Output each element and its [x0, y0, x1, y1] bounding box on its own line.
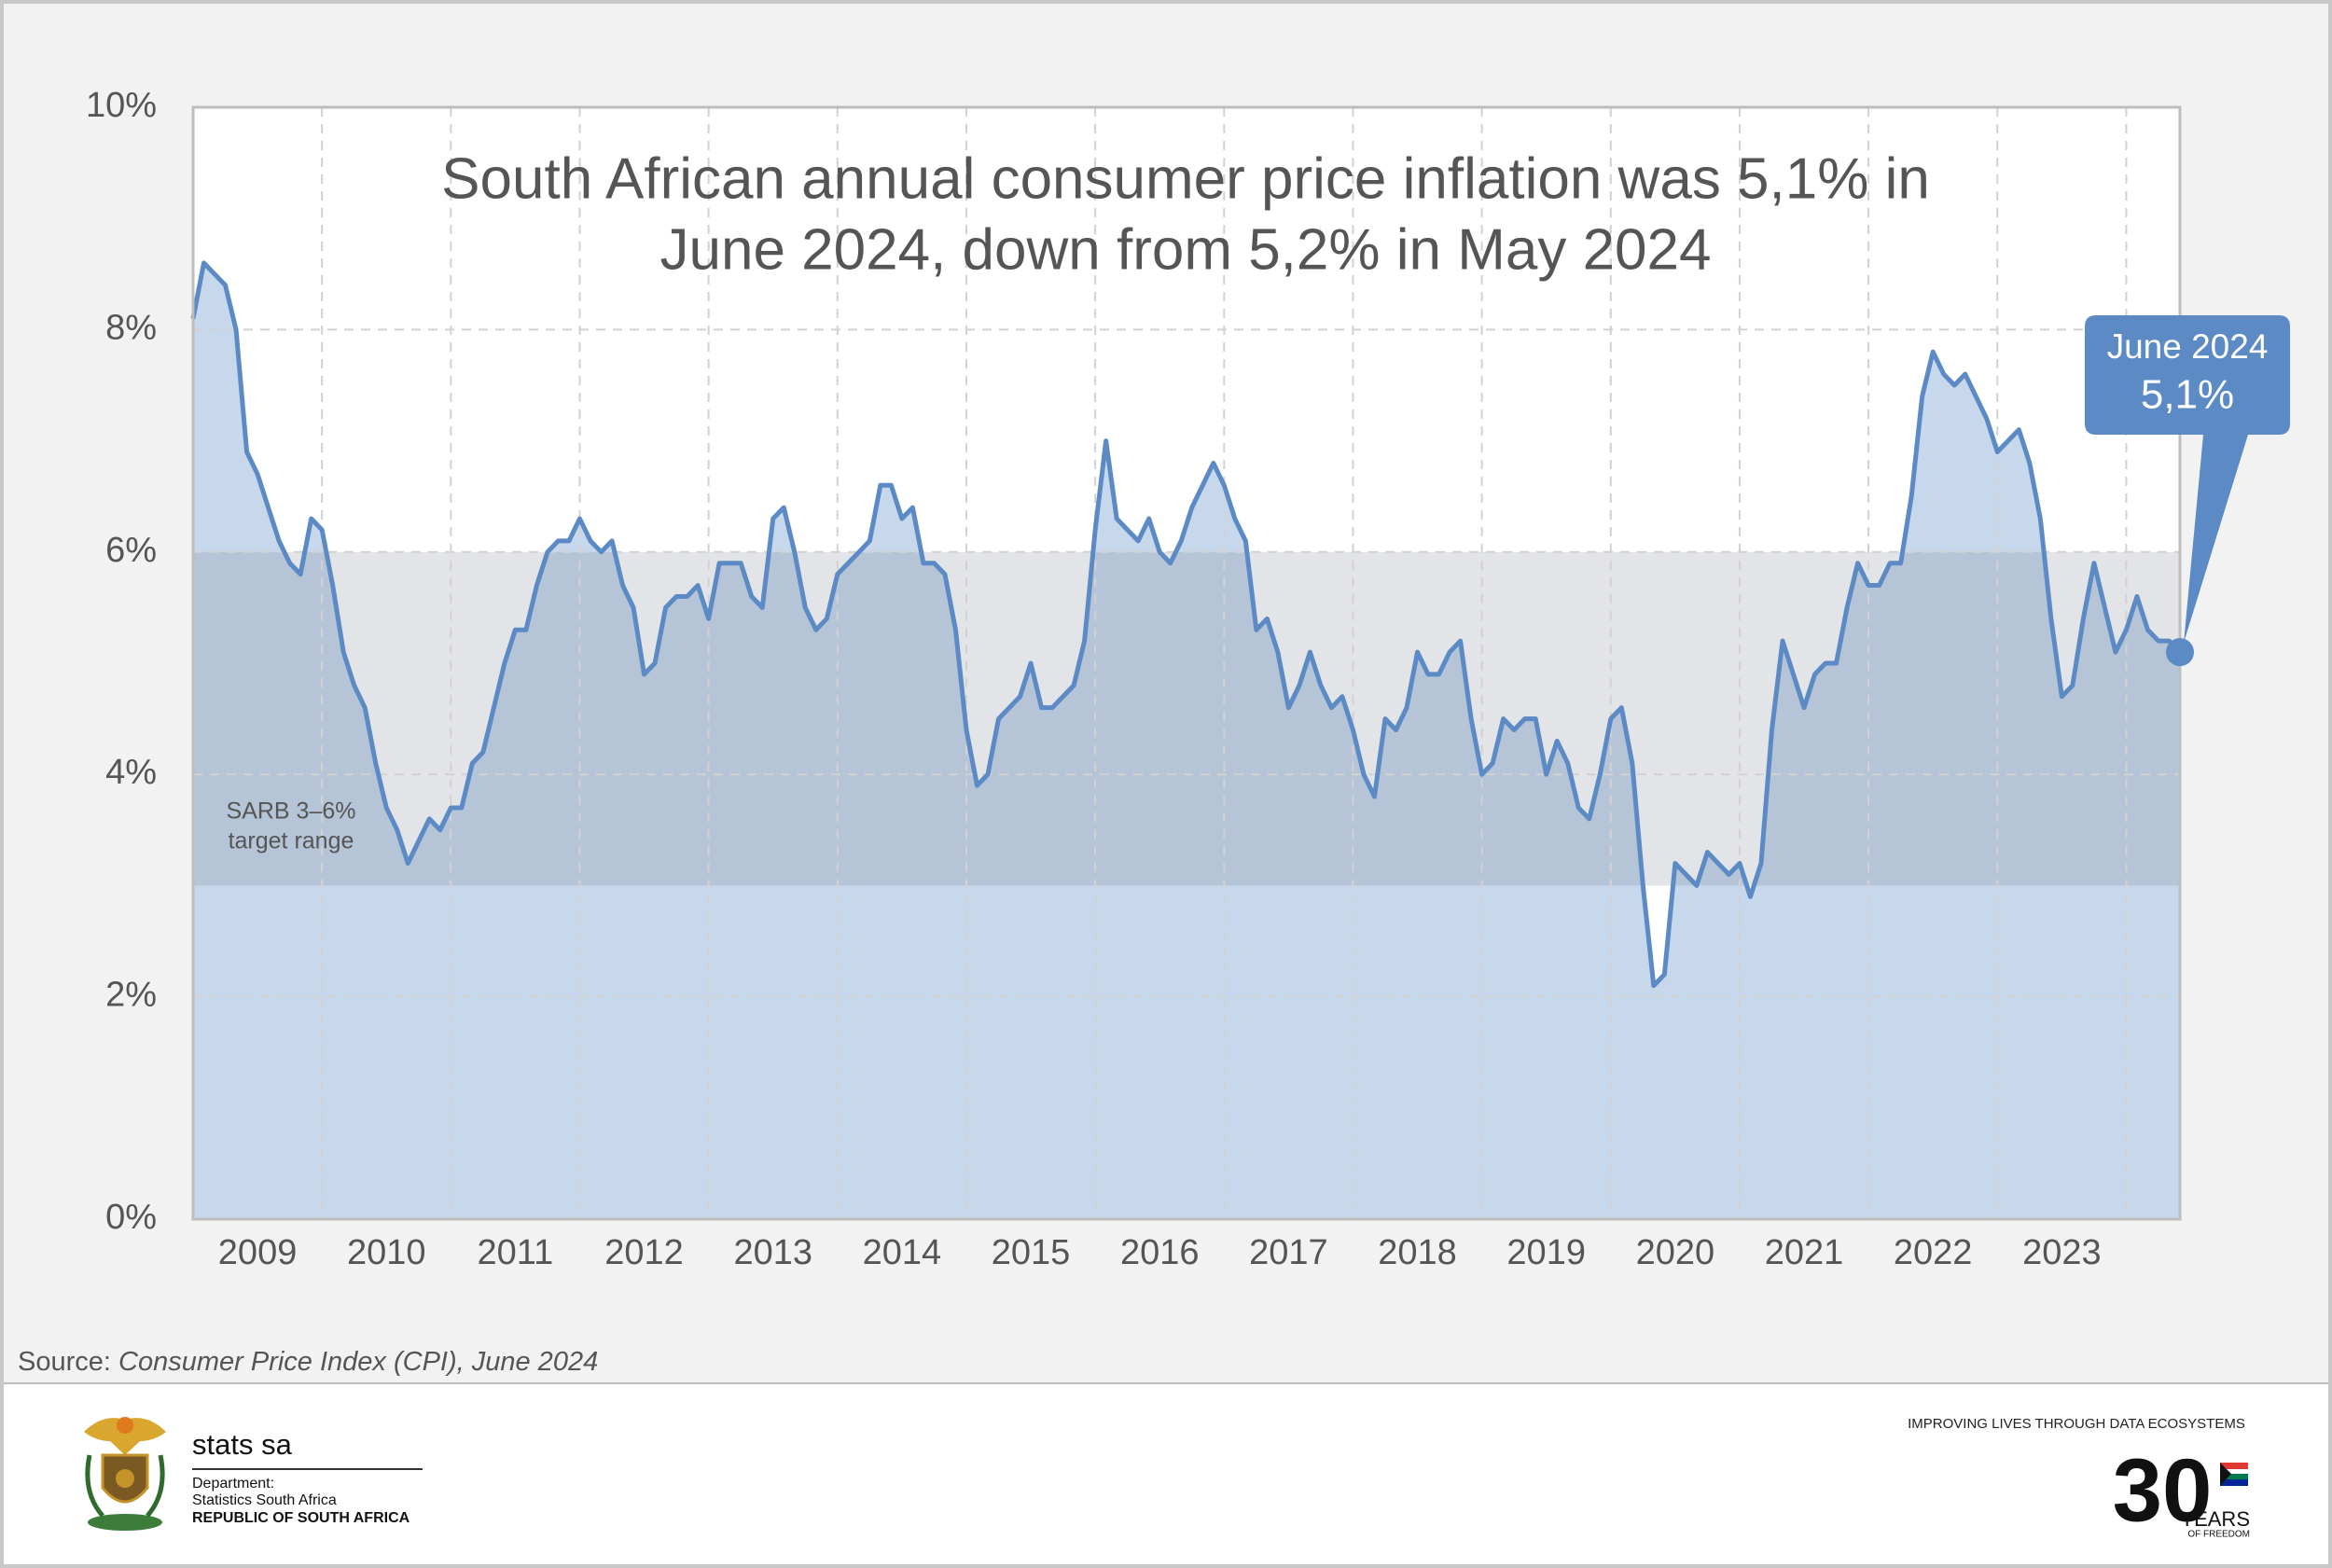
x-tick-label: 2022: [1894, 1233, 1973, 1272]
chart-title: South African annual consumer price infl…: [441, 146, 1930, 211]
org-name: stats sa: [192, 1428, 293, 1461]
chart-title: June 2024, down from 5,2% in May 2024: [659, 217, 1711, 282]
coat-of-arms: [84, 1417, 166, 1531]
callout-box: [2085, 315, 2290, 644]
department-label: Department:: [192, 1476, 274, 1492]
source-prefix: Source:: [18, 1347, 111, 1377]
country-name: REPUBLIC OF SOUTH AFRICA: [192, 1510, 410, 1526]
x-tick-label: 2014: [863, 1233, 942, 1272]
x-tick-label: 2015: [992, 1233, 1071, 1272]
department-name: Statistics South Africa: [192, 1492, 337, 1508]
line: [190, 260, 2182, 989]
source-text: Consumer Price Index (CPI), June 2024: [118, 1347, 598, 1377]
callout-value: 5,1%: [2141, 372, 2234, 418]
y-tick-label: 8%: [105, 308, 157, 347]
plot-area: 0% 2% 4% 6% 8% 10% 2009 2010 2011 2012 2013 2014 201…: [86, 86, 2290, 1272]
x-tick-label: 2013: [733, 1233, 812, 1272]
y-tick-label: 4%: [105, 753, 157, 792]
anniversary-number: 30: [2113, 1440, 2213, 1540]
y-tick-label: 2%: [105, 976, 157, 1015]
last-point: [2166, 638, 2194, 667]
x-tick-label: 2016: [1120, 1233, 1200, 1272]
x-tick-label: 2021: [1765, 1233, 1844, 1272]
y-tick-label: 10%: [86, 86, 157, 125]
band-label: SARB 3–6%: [227, 798, 356, 825]
y-tick-label: 6%: [105, 531, 157, 570]
y-tick-label: 0%: [105, 1198, 157, 1237]
x-tick-label: 2023: [2022, 1233, 2102, 1272]
x-tick-label: 2012: [604, 1233, 684, 1272]
slogan: IMPROVING LIVES THROUGH DATA ECOSYSTEMS: [1908, 1416, 2245, 1432]
callout-label: June 2024: [2107, 327, 2269, 366]
band-label: target range: [229, 828, 354, 854]
x-tick-label: 2009: [218, 1233, 298, 1272]
x-tick-label: 2010: [347, 1233, 426, 1272]
flag: [2220, 1463, 2248, 1486]
x-tick-label: 2018: [1378, 1233, 1457, 1272]
x-tick-label: 2011: [478, 1233, 554, 1272]
anniversary-label: YEARS: [2180, 1507, 2250, 1531]
source: Source: Consumer Price Index (CPI), June…: [18, 1347, 598, 1377]
anniversary-sub: OF FREEDOM: [2187, 1530, 2250, 1540]
area-fill: [193, 262, 2180, 1219]
x-tick-label: 2017: [1249, 1233, 1328, 1272]
x-tick-label: 2020: [1636, 1233, 1715, 1272]
x-tick-label: 2019: [1506, 1233, 1586, 1272]
footer-background: [0, 1383, 2332, 1568]
